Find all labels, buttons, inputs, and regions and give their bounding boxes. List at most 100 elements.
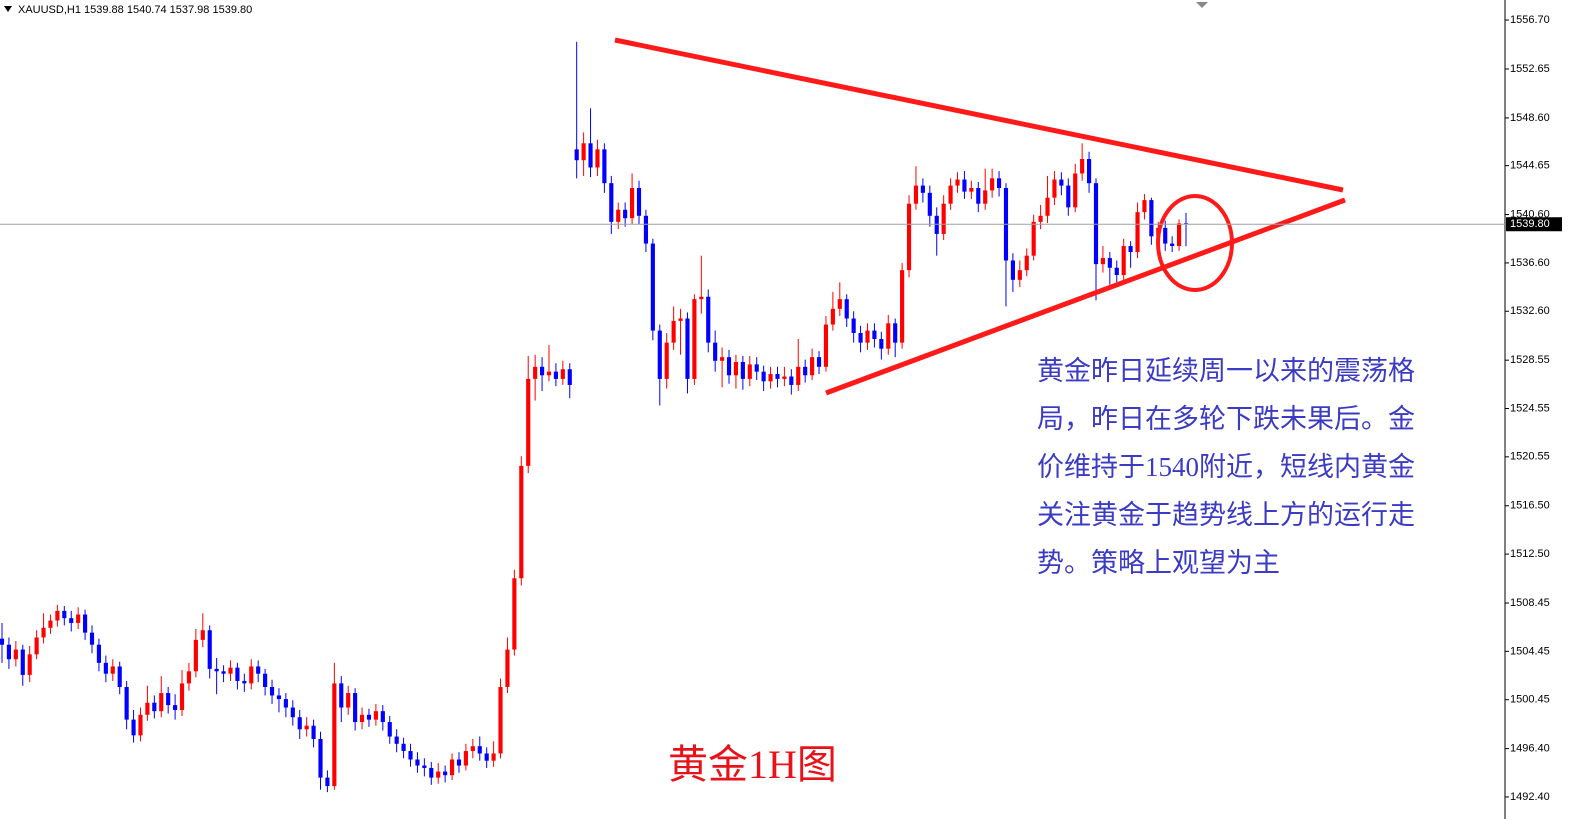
candle-body <box>1031 221 1036 256</box>
candle-body <box>906 203 912 271</box>
candle-body <box>934 215 939 234</box>
candle-body <box>41 627 46 638</box>
y-tick-label: 1536.60 <box>1510 257 1550 269</box>
candle-body <box>498 687 503 754</box>
candle-body <box>1045 197 1050 216</box>
y-tick-label: 1548.60 <box>1510 112 1550 124</box>
candle-body <box>879 339 884 349</box>
candle-body <box>436 771 441 778</box>
candle-body <box>200 630 205 640</box>
candle-body <box>103 662 108 674</box>
candle-body <box>962 179 967 192</box>
candle-body <box>13 649 18 660</box>
candle-body <box>449 759 455 776</box>
candle-body <box>214 668 219 672</box>
candle-body <box>505 649 510 688</box>
candle-body <box>900 270 905 343</box>
current-price-box <box>1506 217 1562 232</box>
y-tick-label: 1496.40 <box>1510 743 1550 755</box>
candle-body <box>311 725 316 739</box>
candle-body <box>96 644 102 663</box>
candle-body <box>269 687 275 696</box>
y-tick-label: 1532.60 <box>1510 305 1550 317</box>
candle-body <box>969 188 974 192</box>
candle-body <box>1010 260 1015 280</box>
candle-body <box>519 465 524 579</box>
candle-body <box>948 185 953 204</box>
candle-body <box>1059 179 1064 186</box>
candle-body <box>186 671 192 684</box>
candle-body <box>1142 200 1147 213</box>
candle-body <box>173 705 178 710</box>
candle-body <box>789 376 794 385</box>
candle-body <box>276 695 282 700</box>
candle-body <box>1038 215 1043 222</box>
candle-body <box>1100 258 1105 265</box>
candle-body <box>339 683 344 708</box>
candle-body <box>484 753 489 761</box>
candle-body <box>159 693 164 712</box>
candle-body <box>1066 185 1071 208</box>
candle-body <box>1176 223 1182 246</box>
candle-body <box>124 687 129 720</box>
y-tick-label: 1492.40 <box>1510 791 1550 803</box>
candle-body <box>678 318 683 321</box>
candle-body <box>1135 212 1140 253</box>
candle-body <box>48 620 53 628</box>
candle-body <box>131 719 136 736</box>
current-price-label: 1539.80 <box>1510 218 1550 230</box>
candle-body <box>1128 245 1133 253</box>
candle-body <box>816 357 822 367</box>
candle-body <box>664 342 669 379</box>
candle-body <box>290 707 295 718</box>
candle-body <box>692 299 697 379</box>
candle-body <box>533 366 538 379</box>
candle-body <box>851 318 856 333</box>
candle-body <box>359 714 365 723</box>
menu-arrow[interactable] <box>4 6 12 12</box>
candle-body <box>443 771 448 776</box>
candle-body <box>110 666 115 674</box>
candle-body <box>456 759 462 766</box>
candle-body <box>353 693 358 723</box>
annotation-line: 黄金昨日延续周一以来的震荡格 <box>1037 356 1415 386</box>
candle-body <box>235 667 240 681</box>
y-tick-label: 1556.70 <box>1510 14 1550 26</box>
y-tick-label: 1508.45 <box>1510 597 1550 609</box>
candle-body <box>837 299 842 309</box>
annotation-line: 局，昨日在多轮下跌未果后。金 <box>1037 404 1415 434</box>
candle-body <box>152 702 157 712</box>
y-tick-label: 1504.45 <box>1510 645 1550 657</box>
candle-body <box>643 215 649 244</box>
candle-body <box>470 746 475 752</box>
candle-body <box>429 767 434 778</box>
candle-body <box>89 632 95 645</box>
candle-body <box>166 693 171 706</box>
candle-body <box>1163 227 1168 244</box>
candle-body <box>249 666 254 684</box>
candle-body <box>713 342 718 361</box>
candle-body <box>1114 267 1119 275</box>
candle-body <box>886 323 891 349</box>
candle-body <box>830 308 835 325</box>
candle-body <box>228 667 233 674</box>
candle-body <box>616 209 621 222</box>
candle-body <box>332 683 337 787</box>
candle-body <box>463 751 468 766</box>
symbol-header: XAUUSD,H1 1539.88 1540.74 1537.98 1539.8… <box>18 4 252 16</box>
candle-body <box>976 188 981 204</box>
annotation-line: 价维持于1540附近，短线内黄金 <box>1037 452 1415 482</box>
candle-body <box>1073 173 1078 208</box>
candle-body <box>630 188 635 219</box>
candle-body <box>623 209 628 219</box>
candle-body <box>996 178 1002 189</box>
candle-body <box>803 366 808 376</box>
candle-body <box>6 644 12 660</box>
candle-body <box>983 190 988 204</box>
candle-body <box>706 296 711 343</box>
candle-body <box>62 610 67 619</box>
candle-body <box>740 361 745 379</box>
y-tick-label: 1520.55 <box>1510 451 1550 463</box>
candle-body <box>263 673 268 688</box>
candle-body <box>775 374 780 379</box>
